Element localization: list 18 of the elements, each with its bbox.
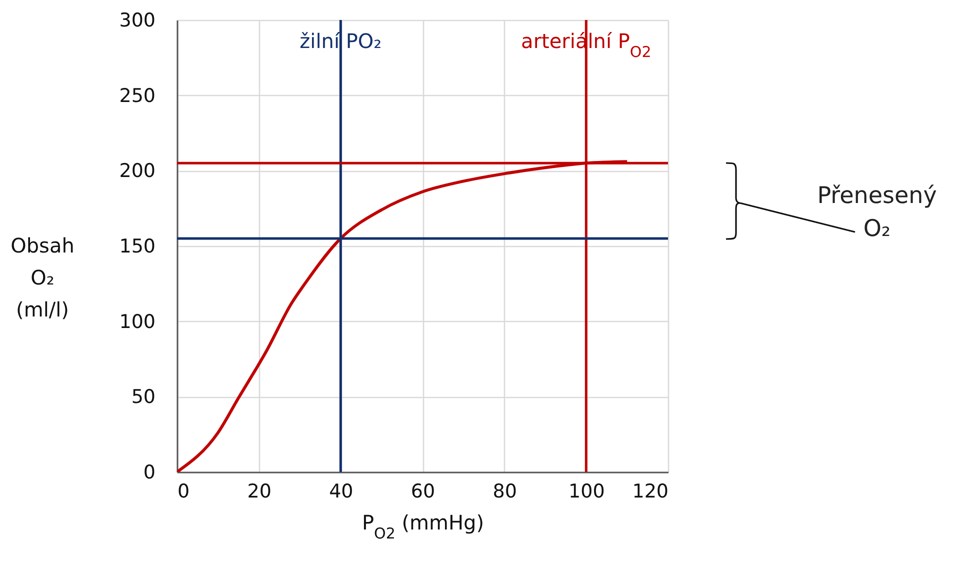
x-axis-title: P$_{O2}$ (mmHg)	[362, 510, 484, 542]
y-axis-title: Obsah O₂ (ml/l)	[10, 234, 74, 322]
y-tick-label: 150	[119, 236, 156, 258]
x-tick-label: 40	[329, 480, 354, 502]
text: Přenesený O₂	[816, 182, 938, 244]
x-tick-label: 80	[492, 480, 517, 502]
y-tick-label: 100	[119, 310, 156, 333]
x-tick-label: 120	[632, 480, 668, 502]
y-tick-label: 250	[119, 84, 156, 107]
y-tick-label: 200	[119, 160, 156, 182]
y-tick-label: 300	[119, 10, 156, 32]
ref-line-label: žilní PO₂	[300, 29, 382, 53]
x-tick-label: 60	[410, 480, 436, 502]
x-tick-label: 100	[568, 480, 605, 502]
y-tick-label: 0	[143, 462, 156, 484]
y-tick-label: 50	[131, 386, 156, 408]
x-tick-label: 0	[178, 480, 190, 502]
x-tick-label: 20	[247, 480, 272, 502]
